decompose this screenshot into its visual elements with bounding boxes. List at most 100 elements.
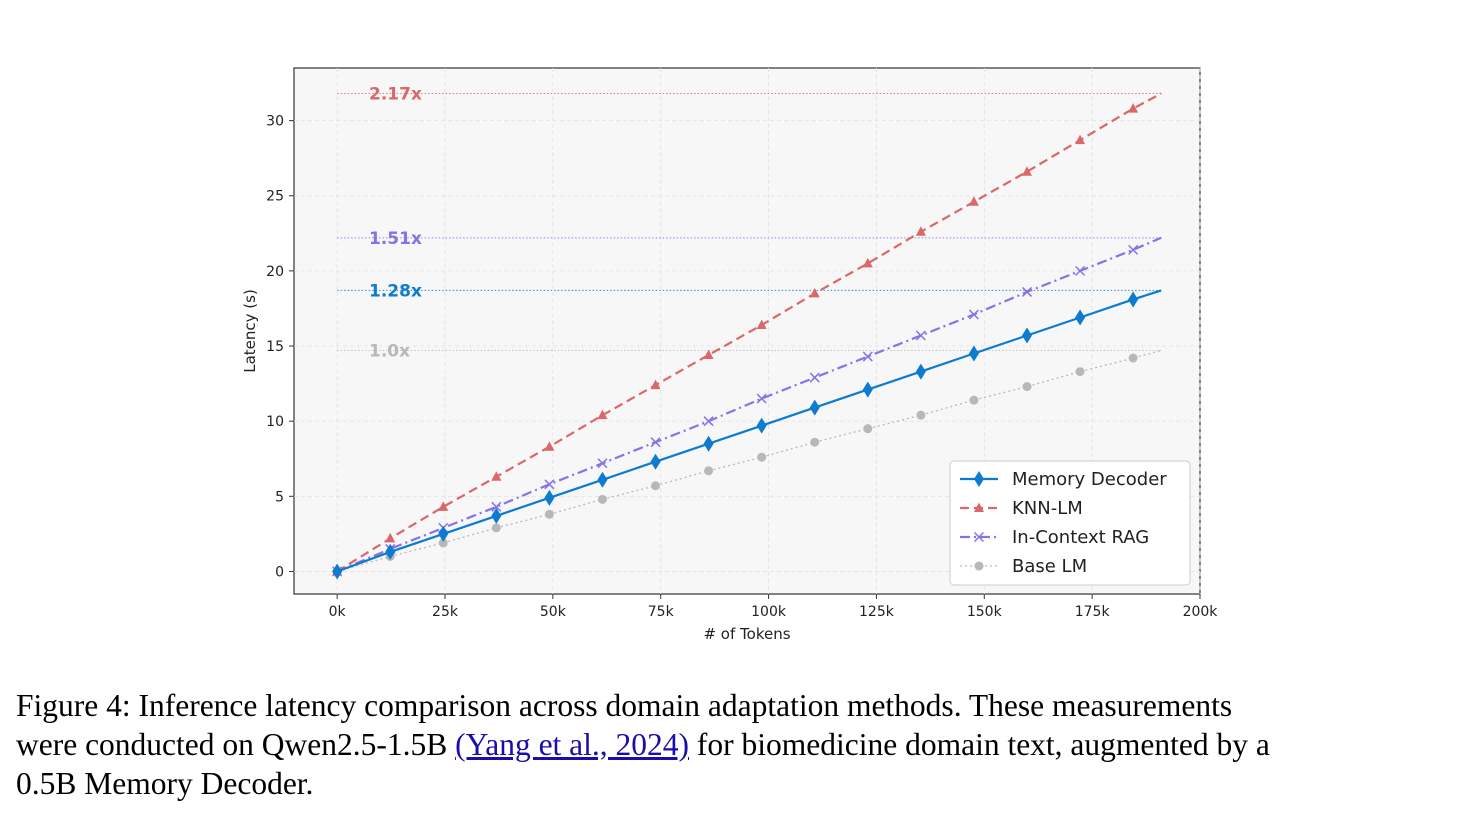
point-diamond (756, 417, 767, 434)
point-x (1128, 244, 1139, 255)
x-tick-label: 150k (967, 604, 1003, 620)
series-group (332, 92, 1162, 580)
y-tick-label: 0 (275, 564, 284, 580)
point-circle (969, 395, 979, 405)
x-tick-label: 125k (859, 604, 895, 620)
legend-item: KNN-LM (960, 498, 1083, 519)
point-circle (491, 523, 501, 533)
legend-item: Memory Decoder (960, 469, 1167, 490)
point-diamond (968, 345, 979, 362)
point-diamond (650, 453, 661, 470)
point-diamond (809, 399, 820, 416)
point-diamond (491, 507, 502, 524)
series-knn-lm (332, 92, 1162, 576)
point-circle (757, 452, 767, 462)
point-x (703, 416, 714, 427)
x-tick-label: 50k (540, 604, 567, 620)
x-tick-label: 0k (329, 604, 347, 620)
point-triangle (756, 319, 767, 329)
point-circle (597, 494, 607, 504)
grid (294, 68, 1201, 594)
point-circle (810, 437, 820, 447)
point-circle (704, 466, 714, 476)
point-triangle (491, 471, 502, 481)
y-tick-label: 25 (266, 189, 284, 205)
point-triangle (703, 349, 714, 360)
point-diamond (332, 563, 343, 580)
y-tick-label: 30 (266, 114, 284, 130)
y-tick-label: 10 (266, 414, 284, 430)
y-axis-label: Latency (s) (241, 289, 259, 373)
point-circle (438, 538, 448, 548)
point-diamond (1021, 327, 1032, 344)
point-x (544, 479, 555, 490)
figure-caption: Figure 4: Inference latency comparison a… (16, 686, 1456, 803)
point-diamond (1128, 291, 1139, 308)
caption-line-1: Figure 4: Inference latency comparison a… (16, 688, 1233, 723)
point-triangle (862, 257, 873, 268)
point-diamond (597, 471, 608, 488)
point-diamond (915, 363, 926, 380)
axes: 0k 25k 50k 75k 100k 125k 150k 175k 200k 0 5 10 15 20 2… (266, 114, 1218, 620)
legend: Memory Decoder KNN-LM In-Context RAG Base L… (949, 460, 1191, 586)
point-x (491, 501, 502, 512)
series-line (336, 349, 1162, 573)
legend-label: Base LM (1012, 556, 1087, 577)
point-circle (544, 509, 554, 519)
point-x (650, 437, 661, 448)
point-circle (974, 561, 984, 571)
series-memory-decoder (332, 289, 1162, 580)
point-diamond (385, 543, 396, 560)
point-triangle (544, 441, 555, 451)
point-diamond (438, 525, 449, 542)
point-triangle (1021, 166, 1032, 176)
series-line (336, 236, 1162, 573)
point-triangle (1075, 134, 1086, 145)
point-triangle (597, 409, 608, 420)
point-triangle (968, 196, 979, 206)
y-tick-label: 5 (275, 489, 284, 505)
caption-line-2-end: for biomedicine domain text, augmented b… (689, 727, 1270, 762)
y-tick-label: 20 (266, 264, 284, 280)
speedup-annotation: 1.0x (369, 342, 410, 362)
point-x (809, 372, 820, 383)
point-triangle (438, 501, 449, 511)
caption-line-2-start: were conducted on Qwen2.5-1.5B (16, 727, 456, 762)
x-tick-label: 100k (751, 604, 787, 620)
point-circle (1075, 367, 1085, 377)
legend-label: KNN-LM (1012, 498, 1083, 519)
point-x (1021, 286, 1033, 297)
point-triangle (809, 287, 820, 298)
speedup-annotation: 1.51x (369, 229, 422, 249)
caption-line-2: were conducted on Qwen2.5-1.5B (Yang et … (16, 725, 1456, 764)
point-diamond (544, 489, 555, 506)
citation-link[interactable]: (Yang et al., 2024) (455, 727, 690, 762)
point-triangle (974, 502, 984, 512)
x-tick-label: 25k (432, 604, 459, 620)
legend-label: In-Context RAG (1012, 527, 1149, 548)
point-diamond (703, 435, 714, 452)
point-x (973, 531, 985, 543)
legend-label: Memory Decoder (1012, 469, 1167, 490)
x-tick-label: 200k (1183, 604, 1219, 620)
point-circle (1022, 382, 1032, 392)
point-circle (916, 410, 926, 420)
speedup-annotation: 1.28x (369, 281, 422, 301)
point-triangle (1128, 103, 1139, 113)
point-x (968, 309, 979, 320)
legend-item: Base LM (960, 556, 1087, 577)
point-x (1075, 265, 1086, 276)
point-diamond (862, 381, 873, 398)
point-triangle (385, 532, 396, 543)
point-triangle (650, 379, 661, 390)
x-axis-label: # of Tokens (703, 625, 790, 643)
reference-lines: 2.17x 1.51x 1.28x 1.0x (337, 85, 1162, 362)
point-circle (651, 481, 661, 491)
caption-line-3: 0.5B Memory Decoder. (16, 766, 314, 801)
point-diamond (974, 471, 984, 487)
legend-item: In-Context RAG (960, 527, 1149, 548)
point-circle (863, 424, 873, 434)
y-tick-label: 15 (266, 339, 284, 355)
point-x (756, 393, 767, 404)
point-x (862, 351, 873, 362)
